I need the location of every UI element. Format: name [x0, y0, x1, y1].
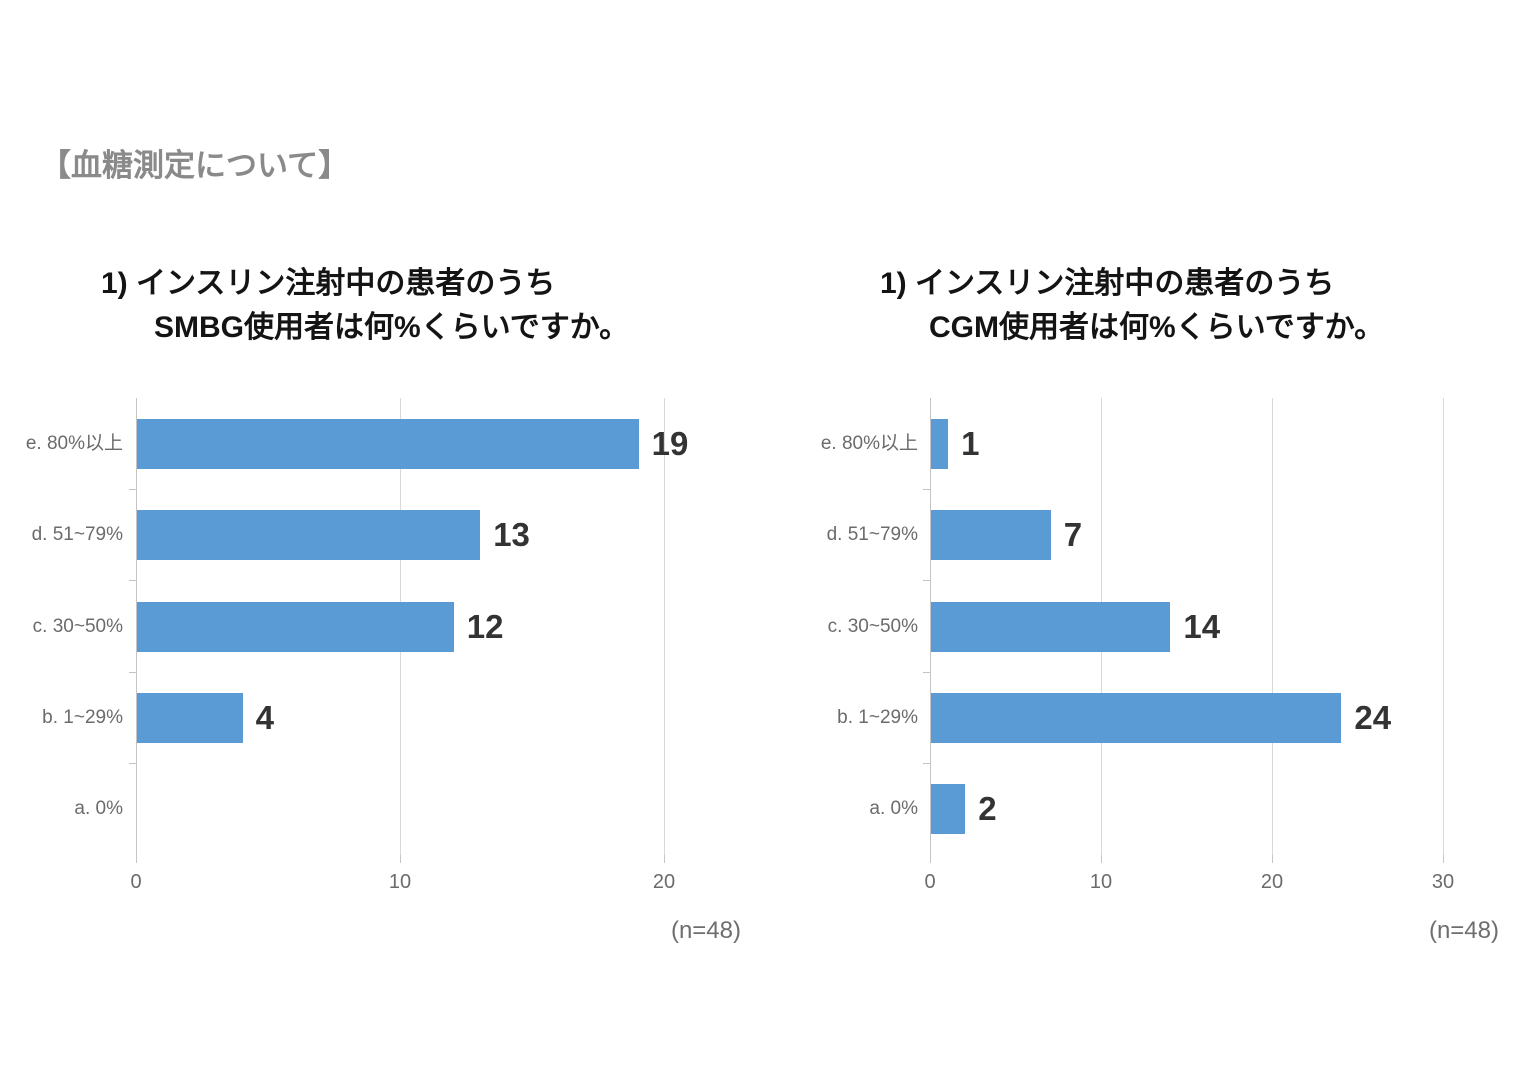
page-title: 【血糖測定について】	[40, 148, 350, 183]
category-axis-line	[136, 398, 137, 863]
bar	[931, 784, 966, 835]
bar	[931, 692, 1342, 743]
bar-value-label: 14	[1183, 607, 1221, 645]
category-label: c. 30~50%	[827, 615, 918, 637]
bar	[137, 510, 481, 561]
x-tick-label: 30	[1431, 871, 1455, 893]
category-axis-tick	[923, 580, 930, 582]
sample-size-label: (n=48)	[1428, 917, 1499, 944]
plot-area: 19 13 12 4	[129, 398, 688, 863]
x-axis-tick	[663, 855, 665, 863]
bar	[931, 510, 1051, 561]
x-tick-label: 10	[388, 871, 412, 893]
category-axis-tick	[923, 763, 930, 765]
x-axis-tick	[399, 855, 401, 863]
chart-title-line1: 1) インスリン注射中の患者のうち	[880, 267, 1335, 300]
category-axis-tick	[923, 488, 930, 490]
chart-title-line2: CGM使用者は何%くらいですか。	[929, 311, 1385, 344]
plot-area: 1 7 14 24 2	[923, 398, 1444, 863]
category-label: a. 0%	[74, 798, 123, 820]
gridline	[1442, 398, 1444, 855]
category-axis-tick	[129, 763, 136, 765]
category-label: d. 51~79%	[31, 524, 123, 546]
x-axis-tick	[1442, 855, 1444, 863]
chart-title: 1) インスリン注射中の患者のうち SMBG使用者は何%くらいですか。	[101, 262, 629, 350]
category-axis-tick	[923, 671, 930, 673]
bar-value-label: 1	[961, 424, 980, 462]
bar-value-label: 13	[493, 515, 530, 553]
category-label: d. 51~79%	[826, 524, 918, 546]
category-axis-tick	[129, 488, 136, 490]
x-axis-tick	[1271, 855, 1273, 863]
category-label: c. 30~50%	[32, 615, 123, 637]
chart-title: 1) インスリン注射中の患者のうち CGM使用者は何%くらいですか。	[880, 262, 1384, 350]
bar	[137, 418, 639, 469]
gridline	[1271, 398, 1273, 855]
category-axis-tick	[129, 671, 136, 673]
sample-size-label: (n=48)	[670, 917, 741, 944]
chart-title-line1: 1) インスリン注射中の患者のうち	[101, 267, 556, 300]
category-axis-line	[930, 398, 931, 863]
category-axis-tick	[129, 580, 136, 582]
x-axis-tick	[1100, 855, 1102, 863]
bar-value-label: 2	[978, 790, 997, 828]
category-label: b. 1~29%	[837, 706, 918, 728]
bar-value-label: 7	[1063, 515, 1083, 553]
category-label: b. 1~29%	[42, 706, 123, 728]
category-label: a. 0%	[869, 798, 918, 820]
x-tick-label: 20	[652, 871, 676, 893]
x-tick-label: 0	[924, 871, 936, 893]
bar-value-label: 19	[651, 424, 689, 462]
bar	[931, 601, 1171, 652]
bar-value-label: 12	[466, 607, 504, 645]
bar-value-label: 24	[1354, 698, 1392, 736]
bar	[931, 418, 949, 469]
category-label: e. 80%以上	[25, 432, 123, 454]
x-tick-label: 10	[1089, 871, 1113, 893]
chart-title-line2: SMBG使用者は何%くらいですか。	[154, 311, 630, 344]
bar	[137, 601, 454, 652]
category-label: e. 80%以上	[820, 432, 918, 454]
x-tick-label: 20	[1260, 871, 1284, 893]
x-tick-label: 0	[130, 871, 142, 893]
gridline	[663, 398, 665, 855]
bar-value-label: 4	[255, 698, 274, 736]
bar	[137, 692, 243, 743]
